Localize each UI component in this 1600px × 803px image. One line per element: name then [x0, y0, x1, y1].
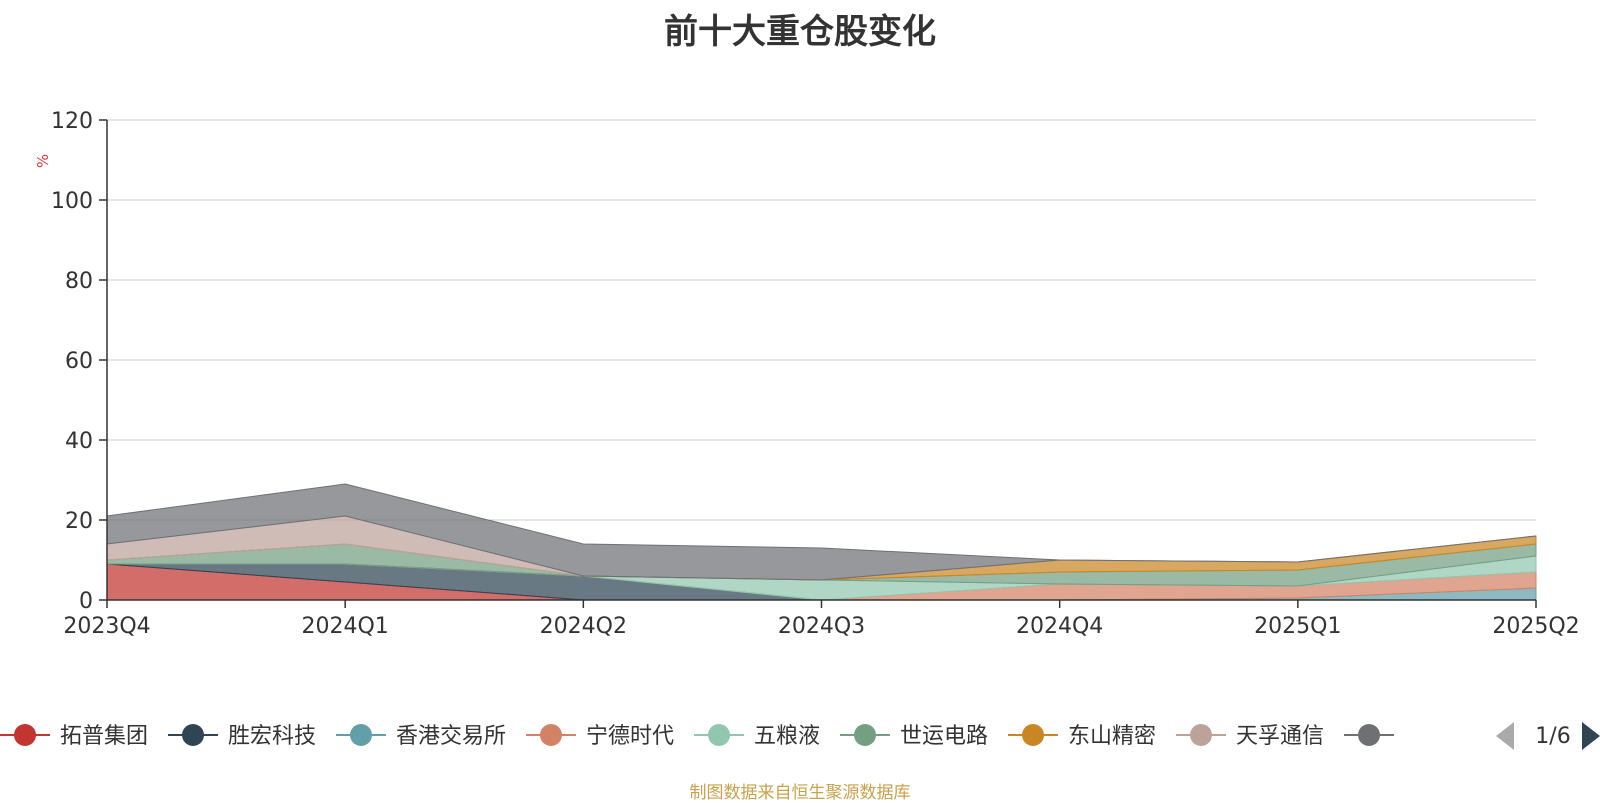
y-tick-label: 120 [51, 109, 93, 134]
legend-item[interactable]: 东山精密 [1008, 724, 1156, 749]
legend-marker [708, 724, 730, 746]
legend-label: 宁德时代 [586, 724, 674, 749]
area-layer [106, 483, 1537, 601]
legend-pager: 1/6 [1496, 722, 1600, 750]
y-tick-label: 20 [65, 509, 93, 534]
x-tick-label: 2024Q2 [540, 614, 627, 639]
y-tick-label: 100 [51, 189, 93, 214]
y-axis-unit-label: % [34, 154, 52, 168]
legend-label: 香港交易所 [396, 724, 506, 749]
legend-marker [1358, 724, 1380, 746]
legend-label: 世运电路 [900, 724, 988, 749]
x-tick-label: 2023Q4 [63, 614, 150, 639]
y-tick-label: 80 [65, 269, 93, 294]
x-tick-label: 2024Q4 [1016, 614, 1103, 639]
area-series-8 [106, 483, 1537, 581]
legend-marker [540, 724, 562, 746]
legend-label: 天孚通信 [1236, 724, 1324, 749]
y-tick-label: 0 [79, 589, 93, 614]
legend-label: 胜宏科技 [228, 724, 316, 749]
legend-item[interactable]: 胜宏科技 [168, 724, 316, 749]
legend-item[interactable]: 天孚通信 [1176, 724, 1324, 749]
legend-marker [14, 724, 36, 746]
legend-label: 五粮液 [754, 724, 820, 749]
legend-page-label: 1/6 [1535, 724, 1570, 749]
chart-title: 前十大重仓股变化 [664, 12, 936, 52]
x-tick-label: 2024Q3 [778, 614, 865, 639]
axis-layer: 0 20 40 60 80 100 120 2023Q4 2024Q1 2024Q2 2024Q3 2… [51, 109, 1580, 639]
legend-marker [350, 724, 372, 746]
legend-marker [1190, 724, 1212, 746]
legend-label: 东山精密 [1068, 724, 1156, 749]
legend-item-truncated[interactable] [1344, 724, 1394, 746]
legend-prev-page-icon[interactable] [1496, 722, 1514, 750]
legend-marker [1022, 724, 1044, 746]
x-tick-label: 2025Q2 [1492, 614, 1579, 639]
y-tick-label: 40 [65, 429, 93, 454]
legend-next-page-icon[interactable] [1582, 722, 1600, 750]
legend-item[interactable]: 五粮液 [694, 724, 820, 749]
legend: 拓普集团 胜宏科技 香港交易所 宁德时代 五粮液 世运电路 东山精密 天孚通信 1/6 [0, 722, 1600, 750]
y-tick-label: 60 [65, 349, 93, 374]
legend-item[interactable]: 拓普集团 [0, 724, 148, 749]
legend-label: 拓普集团 [60, 724, 148, 749]
x-tick-label: 2025Q1 [1254, 614, 1341, 639]
x-tick-label: 2024Q1 [302, 614, 389, 639]
legend-item[interactable]: 香港交易所 [336, 724, 506, 749]
source-note: 制图数据来自恒生聚源数据库 [689, 783, 911, 803]
legend-marker [854, 724, 876, 746]
legend-item[interactable]: 宁德时代 [526, 724, 674, 749]
legend-item[interactable]: 世运电路 [840, 724, 988, 749]
legend-marker [182, 724, 204, 746]
